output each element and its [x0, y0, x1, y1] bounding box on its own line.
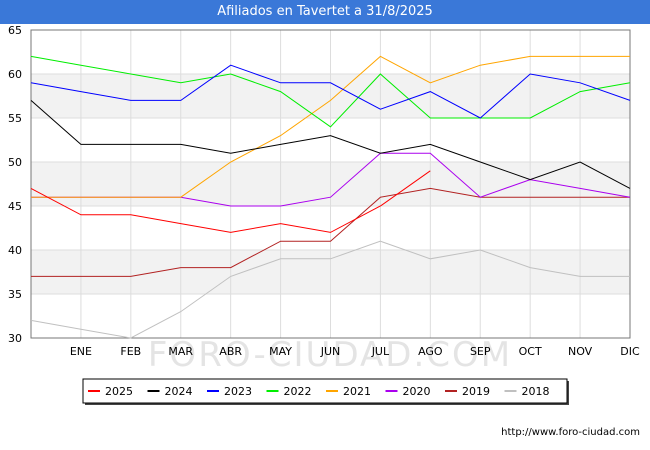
watermark: FORO-CIUDAD.COM: [148, 335, 512, 375]
series-line-2025: [30, 170, 431, 233]
x-tick-label: ENE: [70, 345, 92, 358]
y-tick-label: 45: [8, 200, 22, 213]
legend: 2025 2024 2023 2022 2021 2020 2019 2018: [82, 378, 569, 405]
legend-label: 2022: [284, 385, 312, 398]
y-tick-label: 55: [8, 112, 22, 125]
x-tick-label: OCT: [519, 345, 542, 358]
x-axis: ENE FEB MAR ABR MAY JUN JUL AGO SEP OCT NOV DIC: [70, 345, 640, 358]
x-tick-label: AGO: [418, 345, 443, 358]
legend-label: 2018: [522, 385, 550, 398]
chart-title: Afiliados en Tavertet a 31/8/2025: [0, 0, 650, 24]
x-tick-label: NOV: [568, 345, 593, 358]
x-tick-label: MAY: [269, 345, 292, 358]
series-line-2022: [30, 55, 631, 128]
y-tick-label: 65: [8, 24, 22, 37]
y-tick-label: 50: [8, 156, 22, 169]
x-tick-label: DIC: [620, 345, 640, 358]
x-tick-label: JUN: [320, 345, 341, 358]
legend-label: 2024: [165, 385, 193, 398]
y-tick-label: 35: [8, 288, 22, 301]
x-tick-label: SEP: [470, 345, 491, 358]
legend-label: 2023: [224, 385, 252, 398]
x-tick-label: MAR: [168, 345, 193, 358]
legend-label: 2020: [403, 385, 431, 398]
y-tick-label: 40: [8, 244, 22, 257]
x-tick-label: FEB: [120, 345, 141, 358]
series-line-2024: [30, 100, 631, 189]
x-tick-label: ABR: [219, 345, 242, 358]
x-tick-label: JUL: [371, 345, 390, 358]
legend-label: 2025: [105, 385, 133, 398]
series-line-2018: [30, 240, 630, 339]
source-credit: http://www.foro-ciudad.com: [501, 427, 640, 438]
legend-label: 2021: [343, 385, 371, 398]
y-tick-label: 30: [8, 332, 22, 345]
legend-box: [82, 378, 568, 404]
series-lines: [30, 55, 631, 339]
series-line-2021: [31, 55, 630, 198]
series-line-2019: [31, 187, 630, 277]
y-axis: 30 35 40 45 50 55 60 65: [8, 24, 22, 345]
y-tick-label: 60: [8, 68, 22, 81]
plot-frame: [30, 29, 631, 339]
series-line-2023: [30, 64, 631, 119]
legend-label: 2019: [462, 385, 490, 398]
